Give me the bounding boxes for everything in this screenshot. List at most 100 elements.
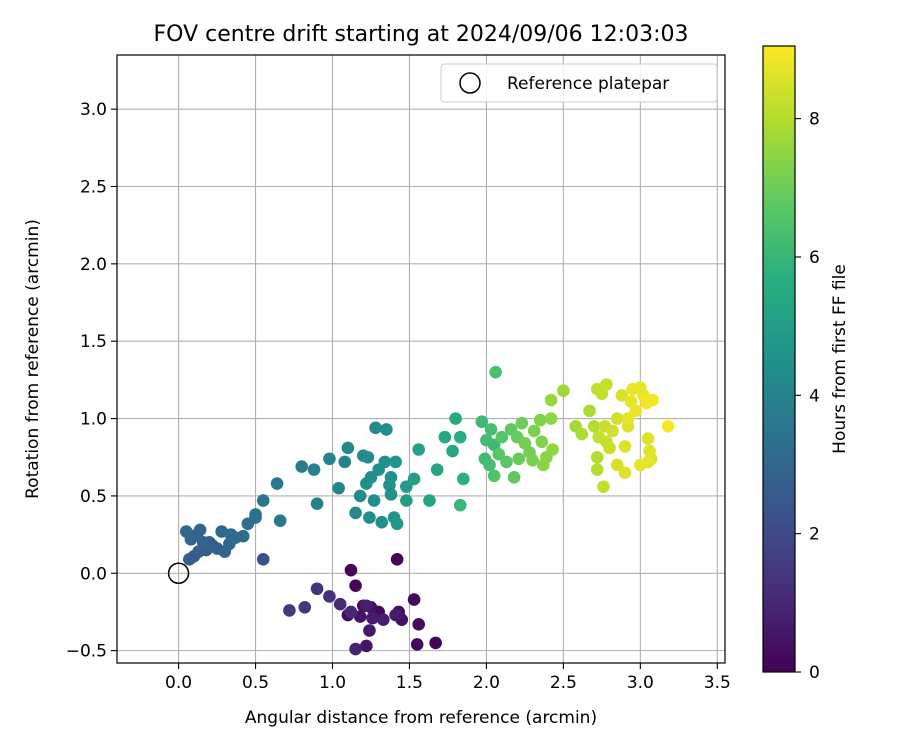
- legend: Reference platepar: [440, 63, 718, 103]
- data-point: [446, 444, 459, 458]
- data-point: [332, 481, 345, 495]
- data-point: [489, 365, 502, 379]
- legend-marker: [459, 72, 481, 94]
- data-point: [367, 494, 381, 507]
- data-point: [390, 517, 404, 531]
- data-point: [193, 523, 207, 537]
- data-point: [307, 463, 321, 476]
- data-point: [661, 419, 675, 433]
- data-point: [475, 415, 489, 428]
- data-point: [256, 553, 270, 566]
- data-point: [641, 455, 655, 469]
- data-point: [389, 455, 402, 469]
- data-point: [643, 444, 656, 458]
- y-axis-ticks: −0.5 0.0 0.5 1.0 1.5 2.0 2.5 3.0: [66, 100, 117, 662]
- data-point: [624, 395, 638, 408]
- data-point: [333, 597, 347, 611]
- data-point: [344, 563, 358, 577]
- data-point: [492, 447, 506, 461]
- y-axis-label: Rotation from reference (arcmin): [23, 219, 43, 499]
- data-point: [621, 412, 635, 425]
- data-point: [646, 393, 659, 407]
- x-tick-label: 3.5: [704, 673, 731, 693]
- data-point: [515, 416, 529, 430]
- data-point: [360, 599, 373, 613]
- data-point: [400, 480, 413, 493]
- data-point: [597, 480, 610, 493]
- data-point: [236, 529, 250, 543]
- x-tick-label: 0.5: [242, 673, 269, 693]
- data-point: [618, 466, 632, 480]
- data-point: [270, 477, 284, 490]
- data-point: [583, 404, 596, 418]
- data-point: [380, 423, 393, 436]
- data-point: [363, 511, 376, 524]
- data-point: [273, 514, 287, 527]
- data-point: [495, 430, 509, 444]
- data-point: [353, 489, 367, 503]
- data-point: [323, 590, 336, 603]
- data-point: [344, 605, 358, 619]
- data-point: [375, 515, 389, 529]
- data-point: [364, 471, 378, 484]
- data-point: [527, 424, 541, 438]
- chart-title: FOV centre drift starting at 2024/09/06 …: [154, 22, 689, 47]
- data-point: [526, 454, 539, 467]
- legend-box: [440, 63, 718, 103]
- colorbar-tick-label: 2: [809, 525, 820, 545]
- data-point: [453, 498, 467, 512]
- data-point: [480, 433, 493, 447]
- data-point: [603, 441, 616, 455]
- data-point: [338, 455, 352, 469]
- data-point: [484, 423, 498, 436]
- y-tick-label: −0.5: [66, 642, 107, 662]
- colorbar: [762, 45, 796, 673]
- data-point: [349, 579, 362, 592]
- data-point: [606, 424, 619, 438]
- data-point: [349, 642, 362, 656]
- data-point: [610, 412, 624, 425]
- data-point: [587, 419, 601, 433]
- data-point: [518, 437, 532, 450]
- data-point: [310, 497, 324, 510]
- data-point: [610, 458, 624, 472]
- data-point: [389, 608, 402, 622]
- data-point: [361, 450, 375, 464]
- data-point: [544, 412, 558, 425]
- x-axis-ticks: 0.0 0.5 1.0 1.5 2.0 2.5 3.0 3.5: [165, 663, 731, 693]
- data-point: [641, 432, 655, 445]
- colorbar-tick-label: 0: [809, 663, 820, 683]
- data-point: [457, 472, 470, 486]
- data-point: [407, 472, 421, 486]
- x-tick-label: 2.0: [473, 673, 500, 693]
- data-point: [390, 553, 404, 566]
- legend-entry-reference-platepar: Reference platepar: [507, 74, 669, 94]
- data-point: [384, 471, 398, 484]
- data-point: [179, 525, 193, 538]
- data-point: [600, 378, 613, 391]
- data-point: [310, 582, 324, 596]
- colorbar-tick-label: 4: [809, 386, 820, 406]
- data-point: [544, 393, 558, 407]
- data-point: [341, 441, 355, 455]
- y-tick-label: 1.5: [80, 332, 107, 352]
- data-point: [500, 455, 513, 469]
- data-point: [256, 494, 270, 507]
- data-point: [453, 430, 467, 444]
- data-point: [533, 413, 547, 427]
- colorbar-tick-label: 8: [809, 110, 820, 130]
- data-point: [410, 638, 424, 651]
- data-point: [349, 506, 362, 520]
- data-point: [483, 458, 496, 472]
- data-point: [323, 452, 336, 466]
- data-point: [384, 488, 398, 501]
- data-point: [487, 469, 501, 483]
- data-point: [546, 443, 559, 456]
- x-tick-label: 3.0: [627, 673, 654, 693]
- data-point: [595, 387, 609, 401]
- x-axis-label: Angular distance from reference (arcmin): [245, 708, 597, 728]
- data-point: [438, 430, 452, 444]
- x-tick-label: 0.0: [165, 673, 192, 693]
- data-point: [629, 404, 643, 418]
